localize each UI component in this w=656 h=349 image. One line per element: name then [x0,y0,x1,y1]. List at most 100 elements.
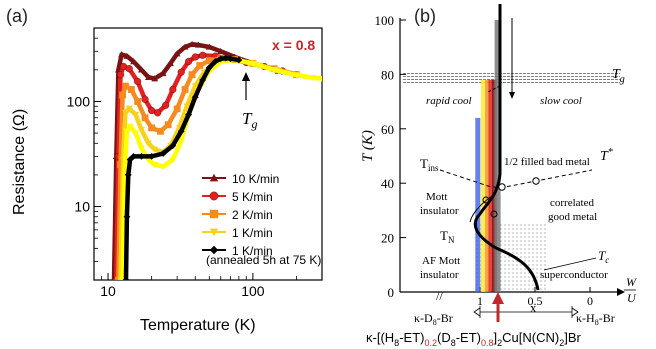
sample-bar [491,79,497,292]
data-point [211,58,219,65]
open-circle-1 [482,196,490,204]
data-point [191,83,199,90]
legend-item: 5 K/min [202,190,273,204]
data-point [309,75,317,82]
data-point [162,101,170,109]
sample-bar [475,117,481,292]
legend-item: 10 K/min [202,172,279,186]
data-point [145,73,152,80]
data-point [217,55,225,63]
data-point [123,213,131,221]
x-tick-label-a: 100 [241,283,265,299]
left-compound-label: κ-D8-Br [414,311,453,327]
data-point [217,47,225,55]
axis-break: // [436,289,443,303]
x-tick-label-b: 0.5 [528,294,543,308]
sample-arrowhead [492,292,504,304]
legend-marker [209,228,219,237]
data-point [118,51,125,58]
data-point [169,142,177,150]
data-point [132,130,140,137]
y-tick-label-b: 80 [381,67,394,82]
legend-note: (annealed 5h at 75 K) [206,253,321,267]
y-axis-title-b: T (K) [360,130,376,162]
legend-label: 2 K/min [232,208,273,222]
data-point [222,54,230,62]
data-point [130,153,137,160]
data-point [185,57,193,66]
x-tick-label-b: 1 [477,294,483,308]
mott-transition-line [473,4,540,291]
phase-diagram: (b) 0 20 40 60 80 100 1 0.5 0 // Tg rapid cool s… [360,4,637,348]
data-point [194,41,202,48]
legend-label: 5 K/min [232,190,273,204]
data-point [249,60,257,67]
data-point [141,95,149,103]
data-point [151,75,159,82]
axes-a: 10 100 10 100 [67,37,323,299]
legend-marker [209,191,219,201]
data-point [191,93,199,101]
data-point [134,98,142,105]
data-point [159,69,167,77]
sample-bars [475,20,501,292]
tins-label: Tins [420,156,439,173]
data-point [134,77,142,86]
data-point [125,105,133,112]
data-point [148,106,156,115]
data-point [123,128,131,135]
tc-label: Tc [598,248,609,265]
legend-marker [209,209,219,219]
legend: 10 K/min 5 K/min 2 K/min 1 K/min 1 K/min [202,172,279,258]
plot-frame-a [93,27,323,281]
data-point [151,162,159,169]
data-point [117,161,124,169]
data-point [132,111,140,118]
data-point [154,109,162,117]
mott-insulator-label-1: Mott [426,191,447,203]
slow-cool-label: slow cool [540,95,582,107]
glass-transition-band [402,72,620,85]
y-tick-label-b: 60 [381,122,394,137]
w-over-u-denominator: U [627,291,637,305]
af-mott-label-2: insulator [420,269,459,281]
sample-bar [480,79,486,292]
data-point [128,86,135,93]
data-point [235,56,243,64]
x-composition-label-b: x [530,300,537,315]
data-point [122,110,129,117]
tg-label-a: Tg [242,109,257,131]
tc-leader [543,257,597,271]
legend-label: 1 K/min [232,226,273,240]
x-tick-label-a: 10 [100,283,116,299]
data-point [145,140,152,147]
sample-bar [488,79,494,292]
data-point [173,105,181,113]
x-composition-annotation: x = 0.8 [272,37,315,53]
data-point [148,153,156,160]
correlated-metal-label-2: good metal [548,211,597,223]
tstar-line [499,169,593,189]
data-point [141,114,149,122]
y-axis-title-a: Resistance (Ω) [11,109,28,215]
legend-marker [209,173,219,182]
data-point [122,82,129,90]
data-point [205,57,213,64]
data-point [159,150,167,157]
rapid-cool-arrow [487,85,501,93]
data-point [318,75,322,82]
x-axis-arrow-b [617,288,625,296]
data-point [196,62,204,69]
tins-marker [498,183,506,191]
data-point [122,276,130,280]
data-point [185,111,193,118]
legend-label: 1 K/min [232,244,273,258]
data-point [205,64,213,71]
data-point [173,50,181,57]
af-mott-label-1: AF Mott [422,255,460,267]
data-point [177,138,185,145]
slow-cool-arrowhead [509,92,515,99]
bad-metal-label: 1/2 filled bad metal [504,156,590,168]
data-point [157,127,164,135]
